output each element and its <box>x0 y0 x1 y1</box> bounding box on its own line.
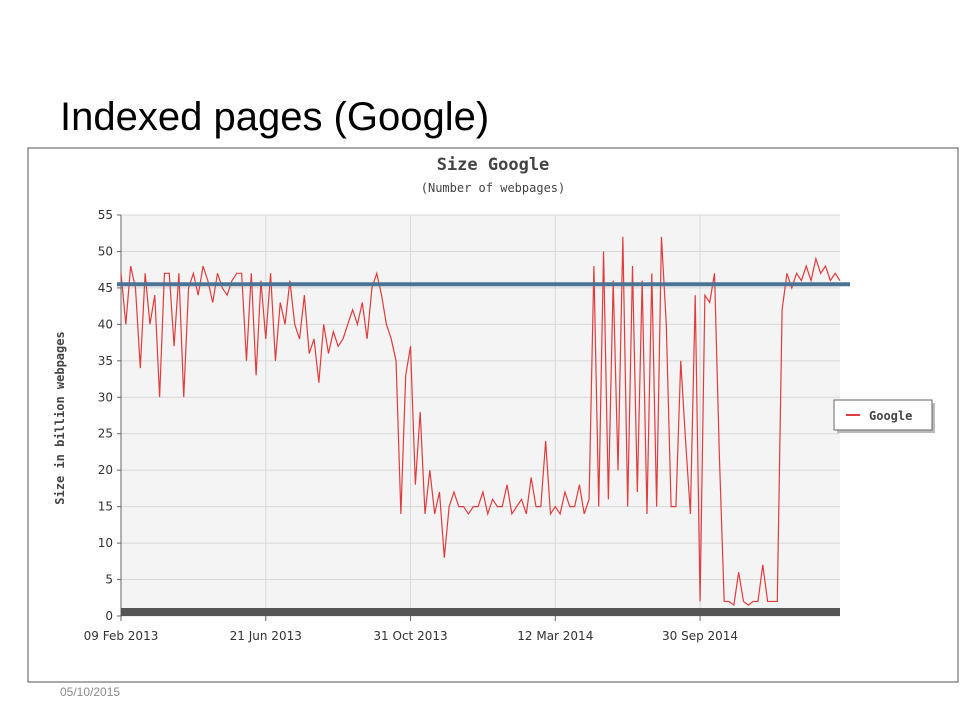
x-tick-label: 31 Oct 2013 <box>373 629 447 643</box>
chart-title: Size Google <box>437 155 550 175</box>
y-tick-label: 45 <box>98 281 113 295</box>
y-tick-label: 50 <box>98 244 113 258</box>
x-tick-label: 21 Jun 2013 <box>230 629 302 643</box>
data-line <box>120 236 841 607</box>
y-tick-label: 55 <box>98 208 113 222</box>
y-axis-label: Size in billion webpages <box>53 331 67 504</box>
footer-date: 05/10/2015 <box>60 685 120 699</box>
y-tick-label: 20 <box>98 463 113 477</box>
plot-area <box>121 215 840 616</box>
y-tick-label: 35 <box>98 354 113 368</box>
y-tick-label: 0 <box>105 609 113 623</box>
legend-label: Google <box>869 409 912 423</box>
slide-title: Indexed pages (Google) <box>60 95 489 139</box>
x-axis-band <box>121 608 840 616</box>
chart-subtitle: (Number of webpages) <box>421 181 566 195</box>
y-tick-label: 15 <box>98 500 113 514</box>
x-tick-label: 30 Sep 2014 <box>662 629 738 643</box>
x-tick-label: 09 Feb 2013 <box>84 629 159 643</box>
y-tick-label: 40 <box>98 317 113 331</box>
y-tick-label: 30 <box>98 390 113 404</box>
x-tick-label: 12 Mar 2014 <box>517 629 593 643</box>
y-tick-label: 10 <box>98 536 113 550</box>
y-tick-label: 25 <box>98 427 113 441</box>
y-tick-label: 5 <box>105 573 113 587</box>
